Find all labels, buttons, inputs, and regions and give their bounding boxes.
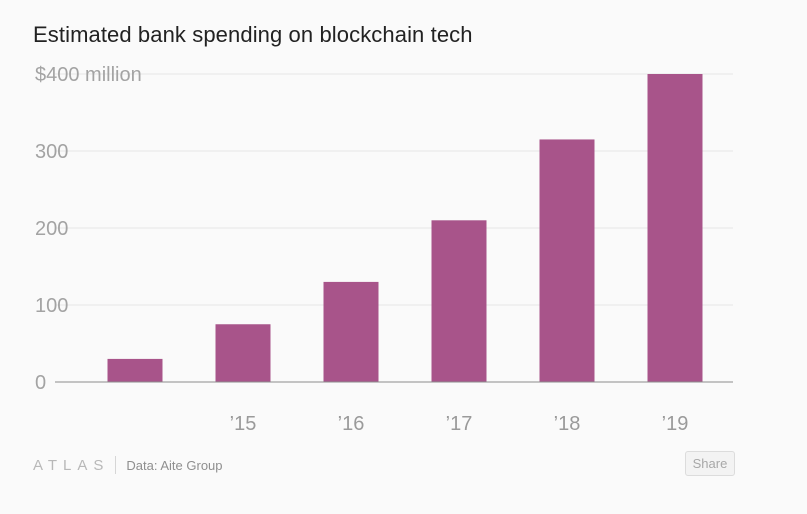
y-tick-label: 100 [35, 295, 68, 317]
bars [107, 74, 703, 382]
footer-divider [115, 456, 117, 474]
x-tick-label: ’18 [554, 413, 581, 435]
y-tick-label: 300 [35, 141, 68, 163]
y-tick-label: 0 [35, 372, 46, 394]
bar [107, 358, 163, 382]
bar [539, 139, 595, 382]
gridlines [55, 73, 733, 306]
x-axis-ticks: ’15 ’16 ’17 ’18 ’19 [230, 413, 689, 435]
chart-title: Estimated bank spending on blockchain te… [33, 22, 473, 47]
bar [647, 74, 703, 382]
x-tick-label: ’17 [446, 413, 473, 435]
share-button[interactable]: Share [685, 451, 735, 476]
data-source: Data: Aite Group [126, 457, 223, 473]
y-tick-label: 200 [35, 218, 68, 240]
bar [431, 220, 487, 382]
y-tick-label: $400 million [35, 64, 142, 86]
x-tick-label: ’16 [338, 413, 365, 435]
bar [323, 281, 379, 382]
footer: ATLAS Data: Aite Group [33, 455, 223, 475]
bar [215, 324, 271, 382]
y-axis-ticks: 0 100 200 300 $400 million [35, 64, 142, 394]
x-tick-label: ’19 [662, 413, 689, 435]
atlas-logo: ATLAS [33, 456, 110, 474]
x-tick-label: ’15 [230, 413, 257, 435]
